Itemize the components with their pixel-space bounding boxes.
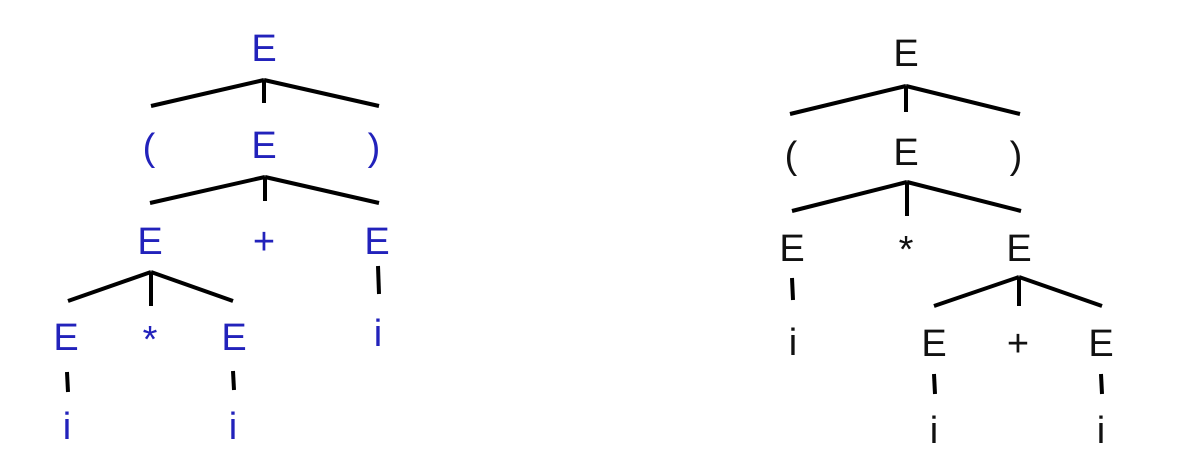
left-l2-op-symbol: + (253, 221, 275, 263)
right-l2-right-symbol: E (1006, 228, 1031, 270)
edge-root-lparen (789, 84, 907, 116)
right-mid-symbol: E (893, 132, 918, 174)
right-l3-op-symbol: + (1007, 323, 1029, 365)
edge-l2-left-i (790, 277, 795, 301)
edge-l2-left-c (150, 270, 234, 303)
right-leaf-right-symbol: i (1097, 410, 1105, 452)
edge-mid-right (264, 175, 380, 205)
left-edges (65, 78, 381, 393)
right-parse-tree: E ( E ) E * E i E + E i i (779, 33, 1113, 452)
right-l2-left-symbol: E (779, 228, 804, 270)
edge-l3-left-i (932, 373, 937, 395)
right-edges (789, 84, 1104, 395)
left-leaf-left-symbol: i (63, 406, 71, 448)
right-leaf-left-symbol: i (930, 410, 938, 452)
edge-root-rparen (263, 78, 380, 108)
edge-root-rparen (905, 84, 1021, 116)
left-mid-symbol: E (251, 125, 276, 167)
edge-l3-right-i (1099, 373, 1104, 395)
edge-l2-left-a (67, 270, 152, 303)
right-l3-i-symbol: i (789, 322, 797, 364)
left-l3-i-symbol: i (374, 313, 382, 355)
edge-mid-left (149, 175, 266, 205)
left-symbols: E ( E ) E + E E * E i i i (53, 28, 389, 448)
right-l3-left-symbol: E (921, 323, 946, 365)
right-rparen-symbol: ) (1010, 135, 1023, 177)
right-lparen-symbol: ( (785, 135, 798, 177)
edge-l2-right-i (376, 265, 381, 295)
edge-l2-right-a (933, 275, 1020, 308)
left-lparen-symbol: ( (143, 127, 156, 169)
left-parse-tree: E ( E ) E + E E * E i i i (53, 28, 389, 448)
edge-l2-right-c (1018, 275, 1103, 308)
edge-l3-right-i (231, 370, 236, 391)
left-root-symbol: E (251, 28, 276, 70)
edge-root-lparen (150, 78, 265, 108)
edge-mid-left (791, 180, 908, 213)
left-l3-left-symbol: E (53, 317, 78, 359)
right-l2-op-symbol: * (899, 229, 914, 271)
left-l2-right-symbol: E (364, 221, 389, 263)
left-l3-right-symbol: E (221, 317, 246, 359)
left-leaf-right-symbol: i (229, 406, 237, 448)
right-l3-right-symbol: E (1088, 323, 1113, 365)
edge-l3-left-i (65, 371, 70, 393)
left-l2-left-symbol: E (137, 221, 162, 263)
right-symbols: E ( E ) E * E i E + E i i (779, 33, 1113, 452)
left-l3-op-symbol: * (143, 319, 158, 361)
right-root-symbol: E (893, 33, 918, 75)
edge-mid-right (906, 180, 1022, 213)
left-rparen-symbol: ) (368, 127, 381, 169)
